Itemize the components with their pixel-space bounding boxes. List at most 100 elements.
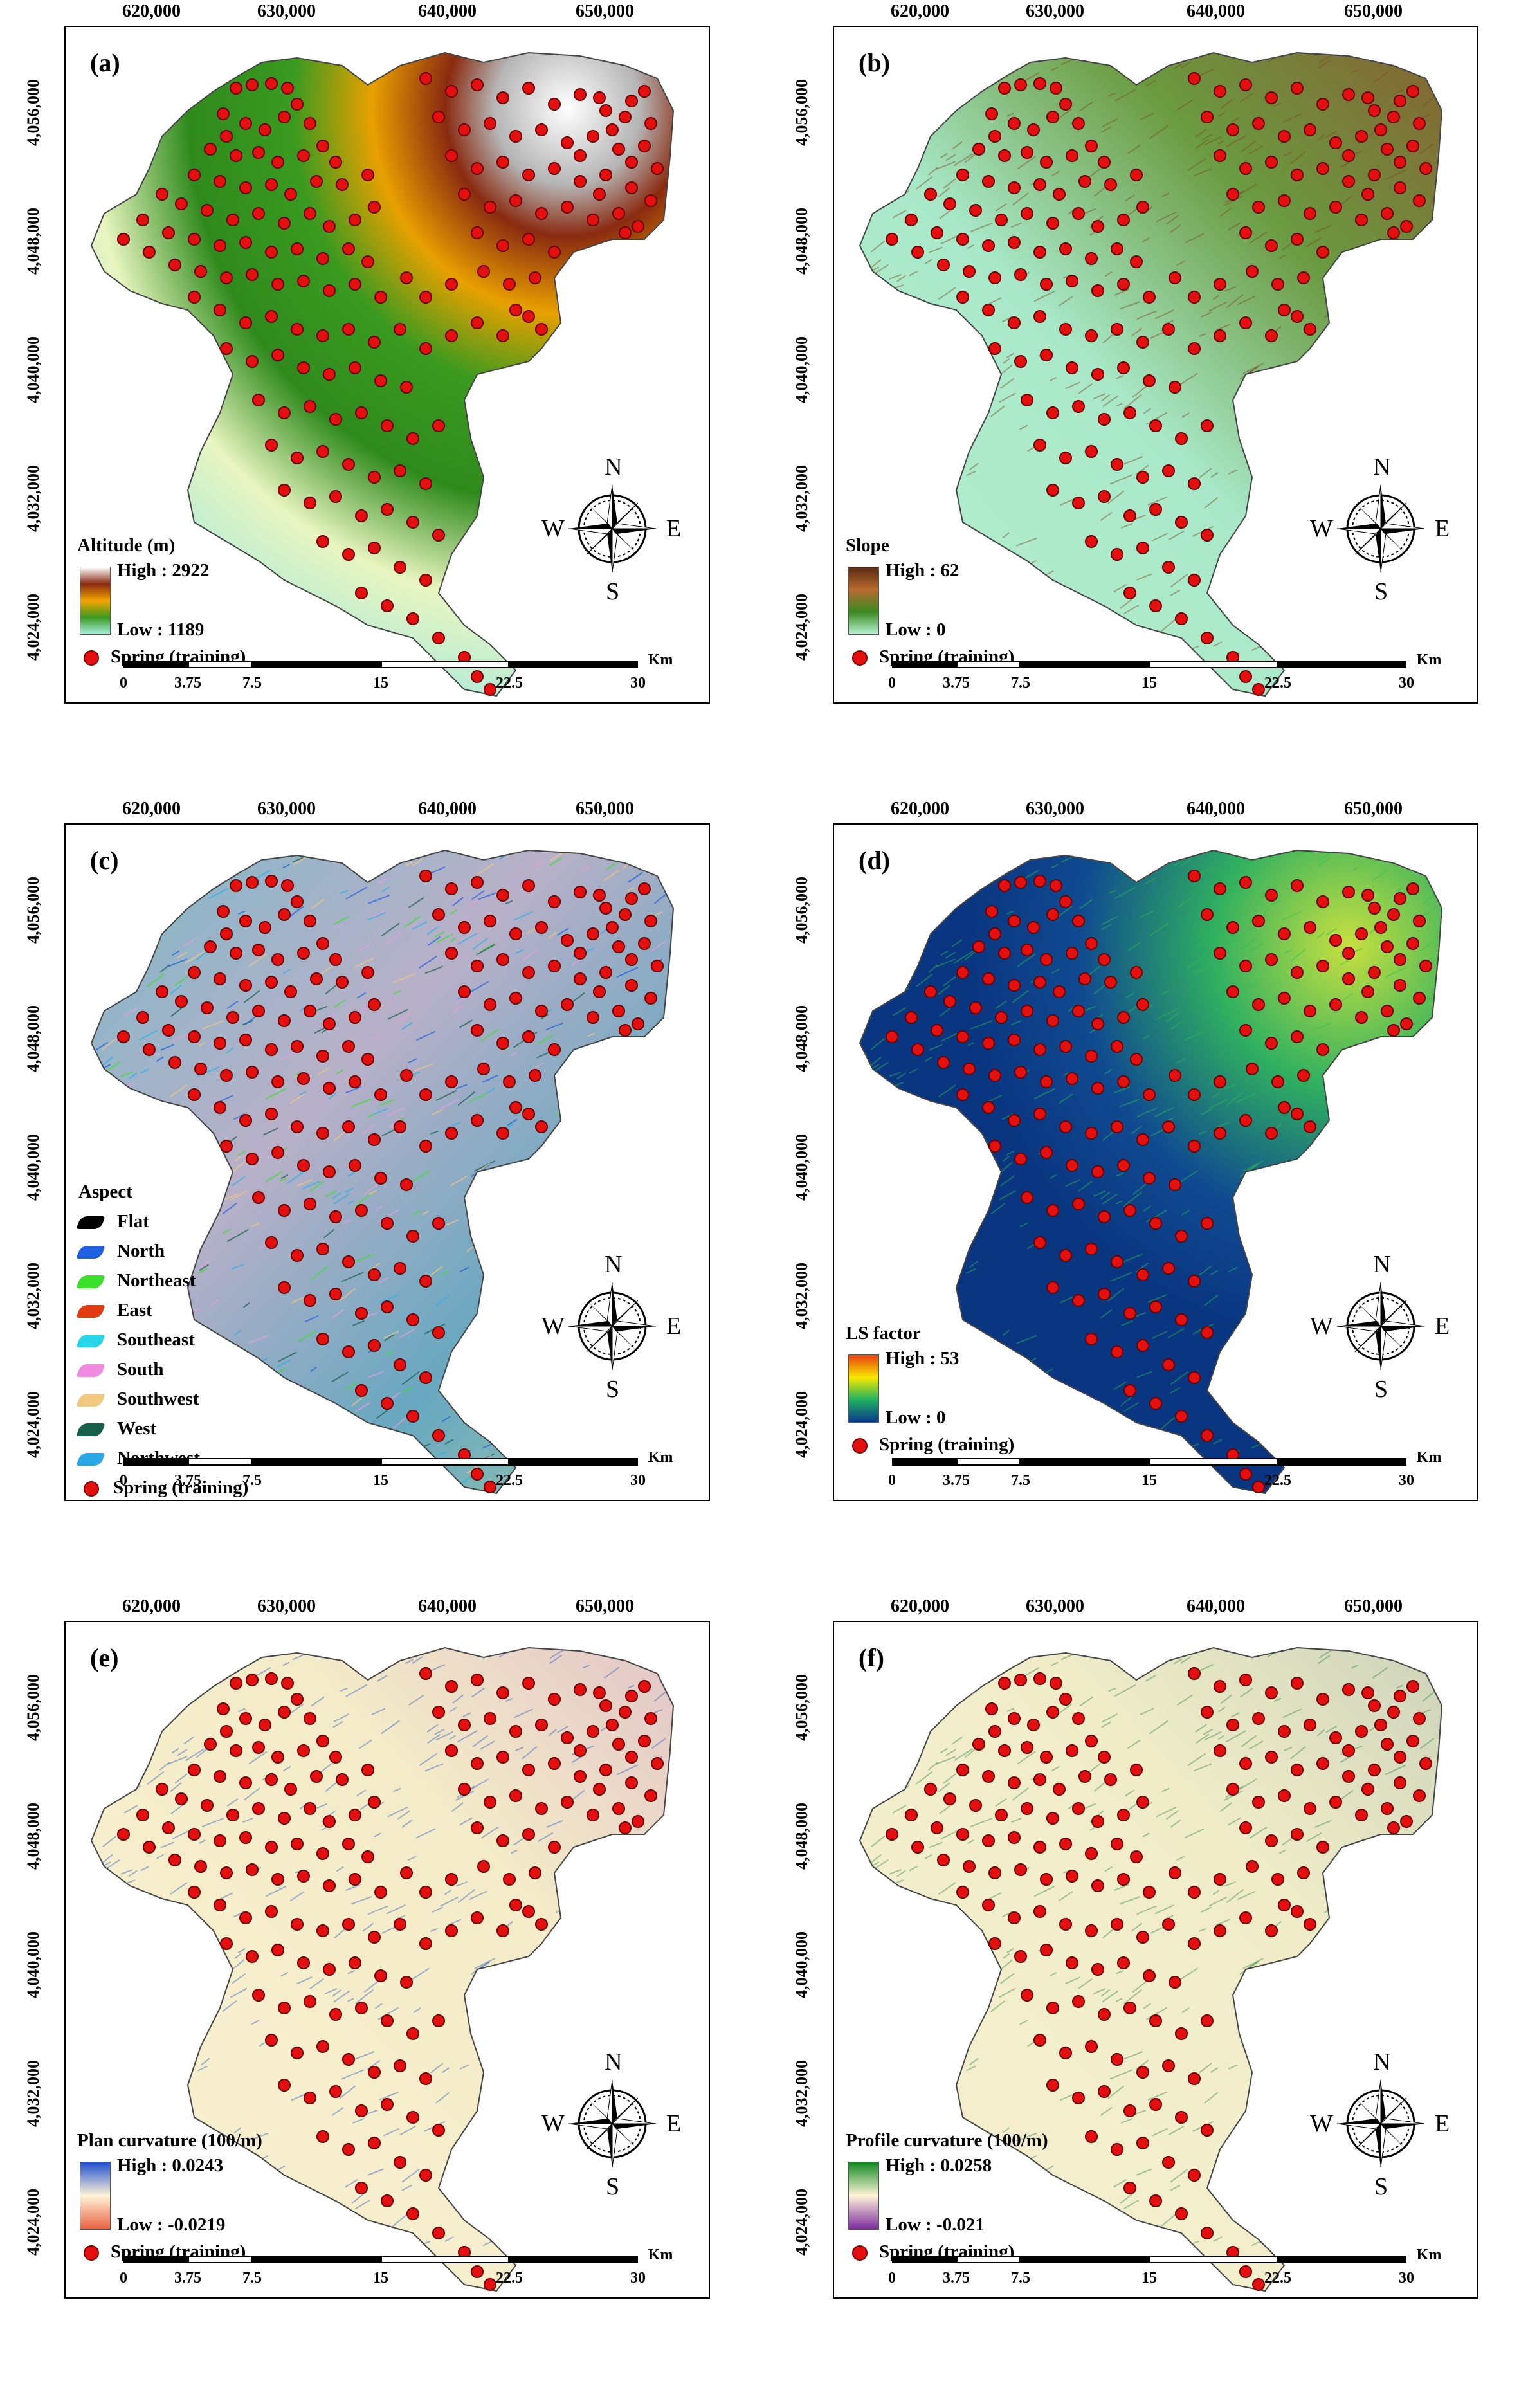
spring-point (419, 574, 432, 587)
spring-point (1066, 1870, 1078, 1883)
spring-point (1040, 1146, 1053, 1159)
spring-point (297, 947, 310, 960)
spring-point (230, 1744, 242, 1757)
spring-point (1374, 1719, 1387, 1731)
spring-point (281, 1677, 294, 1690)
spring-point (943, 197, 956, 210)
spring-point (503, 278, 516, 291)
spring-point (1085, 1127, 1098, 1140)
spring-symbol (84, 650, 99, 666)
spring-point (496, 1751, 509, 1764)
spring-point (349, 1809, 361, 1821)
spring-point (529, 1069, 541, 1082)
spring-point (445, 882, 458, 895)
spring-point (329, 2085, 342, 2098)
scale-label: 30 (1399, 675, 1414, 691)
spring-point (194, 1860, 207, 1873)
spring-point (188, 1828, 201, 1841)
legend-item-label: Northeast (117, 1270, 196, 1291)
spring-point (1046, 2002, 1059, 2014)
spring-point (956, 1828, 969, 1841)
spring-point (1368, 1764, 1381, 1776)
spring-point (1291, 233, 1304, 246)
spring-point (1239, 316, 1252, 329)
spring-point (271, 278, 284, 291)
spring-point (400, 271, 413, 284)
spring-point (204, 940, 217, 953)
spring-point (561, 1731, 574, 1744)
spring-point (1342, 175, 1355, 188)
spring-point (217, 905, 230, 918)
spring-point (400, 1069, 413, 1082)
spring-point (1085, 937, 1098, 950)
spring-point (1091, 1082, 1104, 1095)
spring-point (1342, 972, 1355, 985)
y-tick-label: 4,040,000 (792, 1134, 811, 1201)
spring-point (204, 143, 217, 156)
compass-n-label: N (1373, 2048, 1391, 2075)
spring-point (458, 921, 471, 934)
spring-point (1265, 1686, 1278, 1699)
spring-point (625, 953, 638, 966)
spring-point (220, 1866, 233, 1879)
spring-point (445, 947, 458, 960)
spring-point (625, 892, 638, 905)
spring-point (548, 162, 561, 175)
spring-point (1214, 882, 1226, 895)
spring-point (1072, 1995, 1085, 2008)
spring-point (1085, 252, 1098, 265)
spring-point (1130, 1053, 1143, 1066)
spring-point (355, 509, 368, 522)
spring-point (1278, 1725, 1291, 1738)
y-tick-label: 4,024,000 (24, 1391, 42, 1458)
spring-point (406, 1313, 419, 1326)
panel-label: (b) (859, 48, 890, 77)
y-tick-label: 4,024,000 (792, 2189, 811, 2256)
spring-point (368, 2066, 381, 2079)
spring-point (1368, 1699, 1381, 1712)
spring-point (503, 1873, 516, 1886)
x-tick-label: 620,000 (122, 1596, 181, 1616)
spring-point (1021, 1802, 1033, 1815)
y-tick-label: 4,024,000 (792, 1391, 811, 1458)
spring-point (304, 1995, 316, 2008)
spring-point (1246, 265, 1259, 278)
spring-point (419, 1886, 432, 1899)
spring-point (432, 2124, 445, 2137)
spring-point (1188, 574, 1201, 587)
spring-point (329, 1210, 342, 1223)
spring-point (136, 214, 149, 226)
spring-point (1291, 1108, 1304, 1120)
spring-point (1008, 915, 1021, 927)
panel-label: (c) (90, 846, 119, 875)
spring-point (1188, 1937, 1201, 1950)
x-tick-label: 630,000 (257, 1596, 316, 1616)
spring-point (1226, 188, 1239, 201)
spring-point (1342, 1683, 1355, 1696)
spring-point (1265, 1751, 1278, 1764)
spring-point (1117, 1809, 1130, 1821)
spring-point (368, 542, 381, 554)
spring-point (175, 995, 188, 1008)
scale-label: 3.75 (943, 1472, 970, 1489)
spring-point (1291, 1030, 1304, 1043)
spring-point (1111, 1918, 1123, 1931)
spring-point (1021, 1191, 1033, 1204)
spring-point (1066, 149, 1078, 162)
spring-point (316, 1333, 329, 1345)
spring-point (651, 1757, 664, 1770)
spring-point (1316, 98, 1329, 111)
aspect-swatch (76, 1364, 105, 1378)
spring-point (1201, 2124, 1214, 2137)
spring-point (1400, 220, 1413, 233)
spring-point (419, 2169, 432, 2182)
spring-point (1111, 458, 1123, 471)
spring-point (1130, 169, 1143, 181)
spring-point (1278, 130, 1291, 143)
spring-point (1214, 1680, 1226, 1693)
spring-point (1394, 1751, 1406, 1764)
spring-point (535, 207, 548, 220)
spring-point (535, 1802, 548, 1815)
spring-point (143, 246, 156, 259)
spring-point (361, 1764, 374, 1776)
